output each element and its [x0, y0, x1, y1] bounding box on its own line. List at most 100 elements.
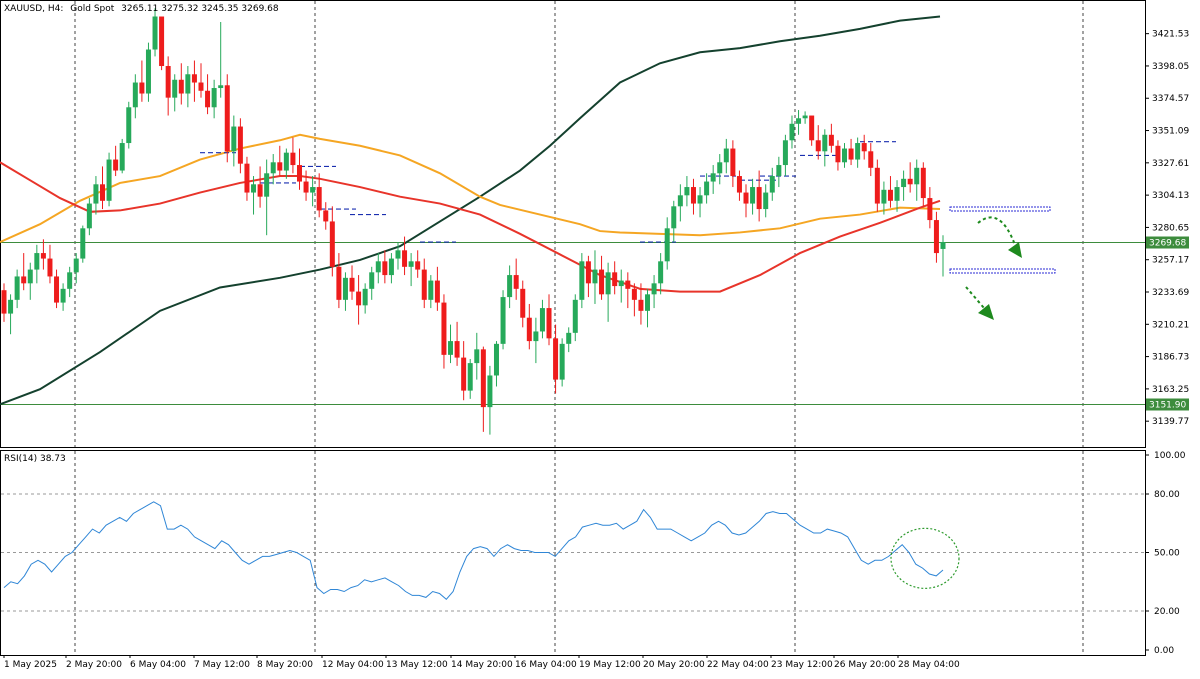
time-label: 26 May 20:00 — [834, 660, 896, 670]
candle-body — [474, 349, 480, 364]
candle-body — [329, 221, 335, 267]
candle — [428, 275, 434, 309]
candle — [480, 346, 486, 432]
price-tick-label: 3398.05 — [1152, 62, 1189, 72]
candle — [776, 156, 782, 188]
candle — [710, 165, 716, 194]
candle-body — [296, 165, 302, 182]
candle — [907, 162, 913, 193]
candle-body — [796, 118, 802, 124]
candle — [769, 167, 775, 201]
candle — [684, 176, 690, 207]
candle — [402, 236, 408, 276]
candle-body — [645, 294, 651, 311]
candle-body — [533, 331, 539, 342]
candle — [940, 235, 946, 277]
candle — [566, 327, 572, 353]
ma-slow-line — [0, 15, 941, 406]
candle — [159, 16, 165, 71]
candle — [126, 101, 132, 149]
candle-body — [237, 126, 243, 164]
candle — [894, 180, 900, 212]
candle — [382, 250, 388, 284]
candle — [434, 266, 440, 311]
candle-body — [388, 258, 394, 276]
candle — [658, 253, 664, 295]
time-label: 20 May 20:00 — [643, 660, 705, 670]
candle — [21, 253, 27, 291]
candle — [198, 63, 204, 98]
rsi-tick-label: 50.00 — [1154, 549, 1180, 559]
candle-body — [782, 140, 788, 166]
candle-body — [677, 195, 683, 207]
candle-body — [152, 16, 158, 50]
price-tick-label: 3186.73 — [1152, 353, 1189, 363]
candle — [99, 166, 105, 210]
candle-body — [244, 163, 250, 193]
candle-body — [579, 261, 585, 300]
candle-body — [789, 123, 795, 141]
candle — [848, 138, 854, 166]
candle-body — [684, 187, 690, 196]
candle-body — [218, 85, 224, 89]
candle — [664, 217, 670, 270]
candle-body — [461, 357, 467, 391]
candle — [671, 200, 677, 243]
candle — [336, 253, 342, 309]
candle-body — [145, 49, 151, 94]
candle-body — [631, 288, 637, 300]
candle — [467, 358, 473, 399]
candle — [388, 253, 394, 284]
time-label: 7 May 12:00 — [194, 660, 250, 670]
candle-body — [60, 288, 66, 303]
price-tick-label: 3233.69 — [1152, 288, 1189, 298]
candle — [218, 22, 224, 98]
candle — [625, 272, 631, 309]
candle — [592, 250, 598, 304]
time-label: 13 May 12:00 — [386, 660, 448, 670]
candle — [323, 202, 329, 230]
candle — [375, 253, 381, 284]
time-label: 1 May 2025 — [4, 660, 57, 670]
candle-body — [441, 302, 447, 355]
candle — [690, 178, 696, 215]
candle — [60, 283, 66, 311]
candle-body — [283, 152, 289, 171]
candle — [704, 173, 710, 204]
candle — [257, 166, 263, 208]
candle-body — [625, 280, 631, 289]
candle-body — [14, 276, 20, 300]
candle — [356, 275, 362, 325]
candle — [612, 261, 618, 295]
candle-body — [93, 184, 99, 204]
candle — [822, 129, 828, 167]
candle — [191, 60, 197, 102]
candle — [362, 283, 368, 314]
candle — [80, 225, 86, 263]
time-label: 28 May 04:00 — [898, 660, 960, 670]
candle-body — [658, 261, 664, 284]
candle-body — [855, 143, 861, 160]
ma-red-line — [0, 161, 941, 293]
candle — [277, 145, 283, 177]
candle-body — [375, 261, 381, 273]
candle-body — [802, 115, 808, 119]
candle-body — [599, 269, 605, 295]
candle — [415, 250, 421, 278]
candle-body — [927, 198, 933, 221]
candle-body — [290, 152, 296, 166]
candle-body — [809, 115, 815, 141]
candle — [815, 125, 821, 160]
candle-body — [894, 187, 900, 201]
candle-body — [914, 167, 920, 185]
candle-body — [34, 253, 40, 270]
candle — [441, 294, 447, 369]
candle-body — [159, 16, 165, 67]
candle-body — [572, 299, 578, 333]
time-label: 12 May 04:00 — [322, 660, 384, 670]
candle — [93, 176, 99, 215]
candle-body — [224, 85, 230, 152]
candle — [283, 148, 289, 179]
candle-body — [165, 66, 171, 98]
candle — [303, 170, 309, 201]
